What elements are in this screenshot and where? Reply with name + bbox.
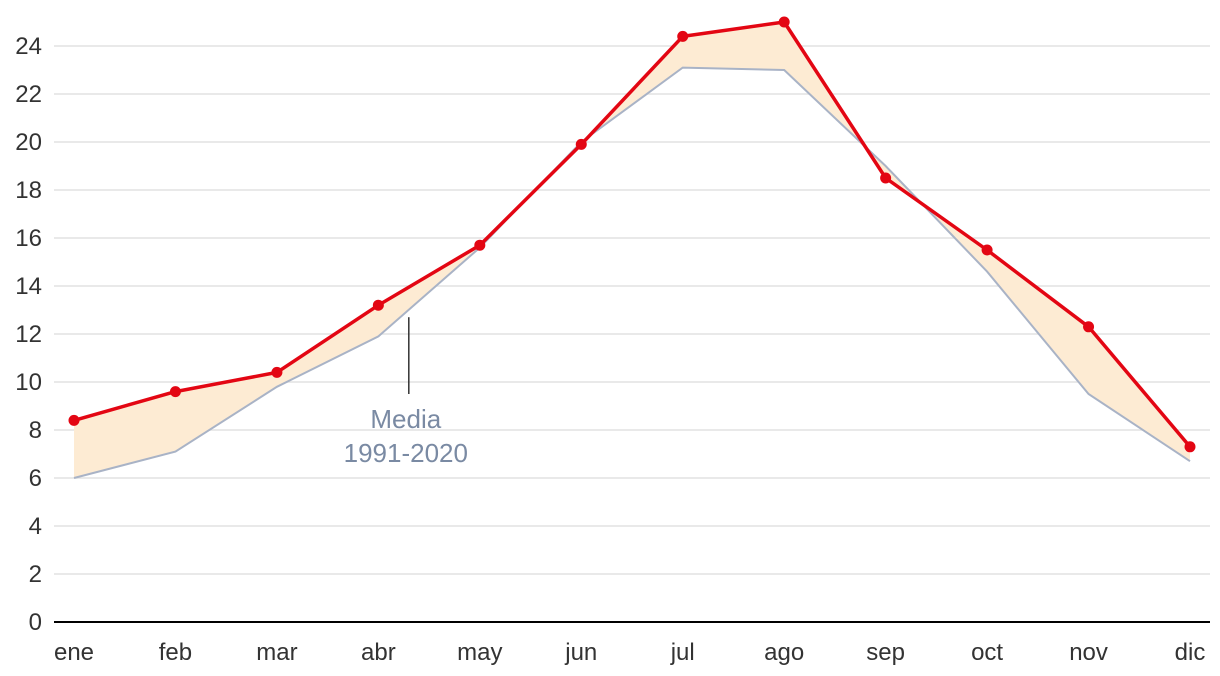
annotation-label-line1: Media [370,404,441,434]
point-may [474,239,486,251]
point-jul [677,30,689,42]
y-tick-label-0: 0 [29,609,42,636]
annotation-label-line2: 1991-2020 [344,438,468,468]
y-tick-label-6: 6 [29,465,42,492]
y-tick-label-4: 4 [29,513,42,540]
x-tick-label-feb: feb [159,639,192,666]
x-tick-label-ago: ago [764,639,804,666]
x-tick-label-may: may [457,639,502,666]
y-tick-label-18: 18 [15,177,42,204]
x-tick-label-oct: oct [971,639,1003,666]
x-tick-label-mar: mar [256,639,297,666]
y-tick-label-24: 24 [15,33,42,60]
y-tick-label-20: 20 [15,129,42,156]
point-ene [68,414,80,426]
y-tick-label-22: 22 [15,81,42,108]
x-tick-label-abr: abr [361,639,396,666]
point-dic [1184,441,1196,453]
average-series [73,66,1191,479]
y-tick-label-16: 16 [15,225,42,252]
point-jun [575,138,587,150]
x-tick-label-ene: ene [54,639,94,666]
y-tick-label-8: 8 [29,417,42,444]
y-tick-label-2: 2 [29,561,42,588]
y-tick-label-10: 10 [15,369,42,396]
point-nov [1083,321,1095,333]
annotation: Media 1991-2020 [344,317,468,468]
point-feb [169,386,181,398]
x-axis-tick-labels: ene feb mar abr may jun jul ago sep oct nov dic [54,639,1205,666]
x-tick-label-sep: sep [866,639,905,666]
point-oct [981,244,993,256]
y-tick-label-12: 12 [15,321,42,348]
point-ago [778,16,790,28]
x-tick-label-jul: jul [670,639,695,666]
x-tick-label-dic: dic [1175,639,1206,666]
current-series [68,16,1196,453]
current-series-line [73,20,1192,448]
point-mar [271,366,283,378]
x-tick-label-nov: nov [1069,639,1108,666]
average-series-line [73,66,1191,479]
y-tick-label-14: 14 [15,273,42,300]
grid-lines [54,45,1210,575]
x-tick-label-jun: jun [564,639,597,666]
point-sep [880,172,892,184]
point-abr [372,299,384,311]
